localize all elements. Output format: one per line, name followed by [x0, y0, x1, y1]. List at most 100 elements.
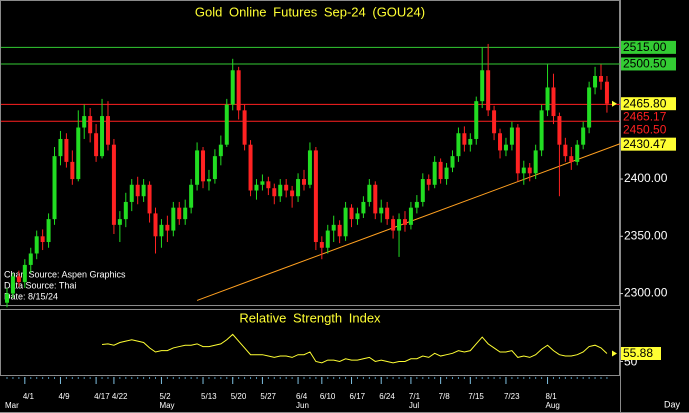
candle-body — [230, 70, 235, 105]
candle-body — [521, 167, 526, 174]
candle-body — [94, 133, 99, 157]
candle-body — [242, 110, 247, 145]
candle-body — [290, 190, 295, 197]
x-tick-label: 5/20 — [231, 392, 247, 401]
rsi-label-box — [621, 346, 661, 360]
candle-body — [563, 144, 568, 157]
candle-body — [438, 161, 443, 180]
candle-body — [64, 138, 69, 162]
y-tick-label: 2350.00 — [624, 228, 668, 242]
x-month-label: Jun — [296, 401, 309, 410]
candle-body — [171, 207, 176, 231]
x-tick-label: 8/1 — [546, 392, 558, 401]
last-price-marker — [612, 100, 617, 107]
candle-body — [385, 207, 390, 220]
price-label-box — [621, 57, 676, 71]
x-tick-label: 4/1 — [23, 392, 35, 401]
x-tick-label: 7/8 — [439, 392, 451, 401]
candle-body — [498, 133, 503, 151]
candle-body — [117, 219, 122, 225]
candle-body — [22, 264, 27, 283]
candle-body — [450, 156, 455, 168]
candle-body — [278, 184, 283, 197]
x-tick-label: 5/13 — [201, 392, 217, 401]
candle-body — [212, 156, 217, 180]
x-month-label: Mar — [5, 401, 19, 410]
price-label-box — [621, 137, 676, 151]
x-tick-label: 4/22 — [112, 392, 128, 401]
candle-body — [343, 207, 348, 237]
candle-body — [224, 104, 229, 145]
x-tick-label: 6/10 — [320, 392, 336, 401]
candle-body — [331, 224, 336, 231]
rsi-title: Relative Strength Index — [239, 310, 381, 325]
candle-body — [34, 236, 39, 254]
candle-body — [408, 207, 413, 225]
candle-body — [569, 156, 574, 162]
candle-body — [319, 242, 324, 248]
candle-body — [557, 116, 562, 145]
candle-body — [575, 144, 580, 162]
candle-body — [10, 276, 15, 294]
candle-body — [159, 224, 164, 237]
candle-body — [70, 161, 75, 180]
candle-body — [147, 184, 152, 214]
candle-body — [509, 127, 514, 145]
rsi-panel-frame — [0, 309, 620, 376]
candle-body — [52, 156, 57, 220]
candle-body — [355, 213, 360, 220]
candle-body — [153, 213, 158, 237]
price-panel-frame — [0, 0, 620, 306]
price-label: 2450.50 — [623, 122, 667, 136]
candle-body — [189, 184, 194, 208]
price-label: 2465.17 — [623, 109, 667, 123]
candle-body — [462, 133, 467, 145]
candle-body — [218, 144, 223, 157]
x-month-label: Jul — [409, 401, 419, 410]
candle-body — [296, 179, 301, 197]
x-tick-label: 5/2 — [159, 392, 171, 401]
candle-body — [248, 144, 253, 191]
candle-body — [129, 184, 134, 202]
candle-body — [581, 127, 586, 145]
candle-body — [260, 181, 265, 185]
candle-body — [587, 87, 592, 128]
candle-body — [444, 167, 449, 180]
candle-body — [432, 161, 437, 185]
x-month-label: May — [159, 401, 174, 410]
candle-body — [254, 184, 259, 191]
candle-body — [183, 207, 188, 220]
candle-body — [236, 70, 241, 111]
candle-body — [58, 138, 63, 157]
rsi-last-marker — [612, 350, 617, 357]
candle-body — [16, 276, 21, 283]
candle-body — [284, 184, 289, 191]
candle-body — [165, 224, 170, 231]
candle-body — [503, 144, 508, 151]
x-tick-label: 6/4 — [296, 392, 308, 401]
candle-body — [402, 219, 407, 225]
candle-body — [111, 144, 116, 225]
candle-body — [123, 201, 128, 220]
price-label: 2430.47 — [623, 137, 667, 151]
candle-body — [604, 81, 609, 104]
candle-body — [100, 116, 105, 157]
candle-body — [206, 179, 211, 182]
candle-body — [5, 293, 9, 303]
candle-body — [177, 207, 182, 220]
x-unit: Day — [664, 399, 681, 409]
x-tick-label: 7/23 — [504, 392, 520, 401]
y-tick-label: 2400.00 — [624, 171, 668, 185]
price-label: 2465.80 — [623, 96, 667, 110]
price-label-box — [621, 40, 676, 54]
candle-body — [474, 101, 479, 139]
candle-body — [486, 70, 491, 111]
candle-body — [313, 150, 318, 243]
x-tick-label: 7/1 — [409, 392, 421, 401]
candle-body — [76, 127, 81, 180]
candle-body — [515, 127, 520, 174]
candle-body — [302, 179, 306, 185]
